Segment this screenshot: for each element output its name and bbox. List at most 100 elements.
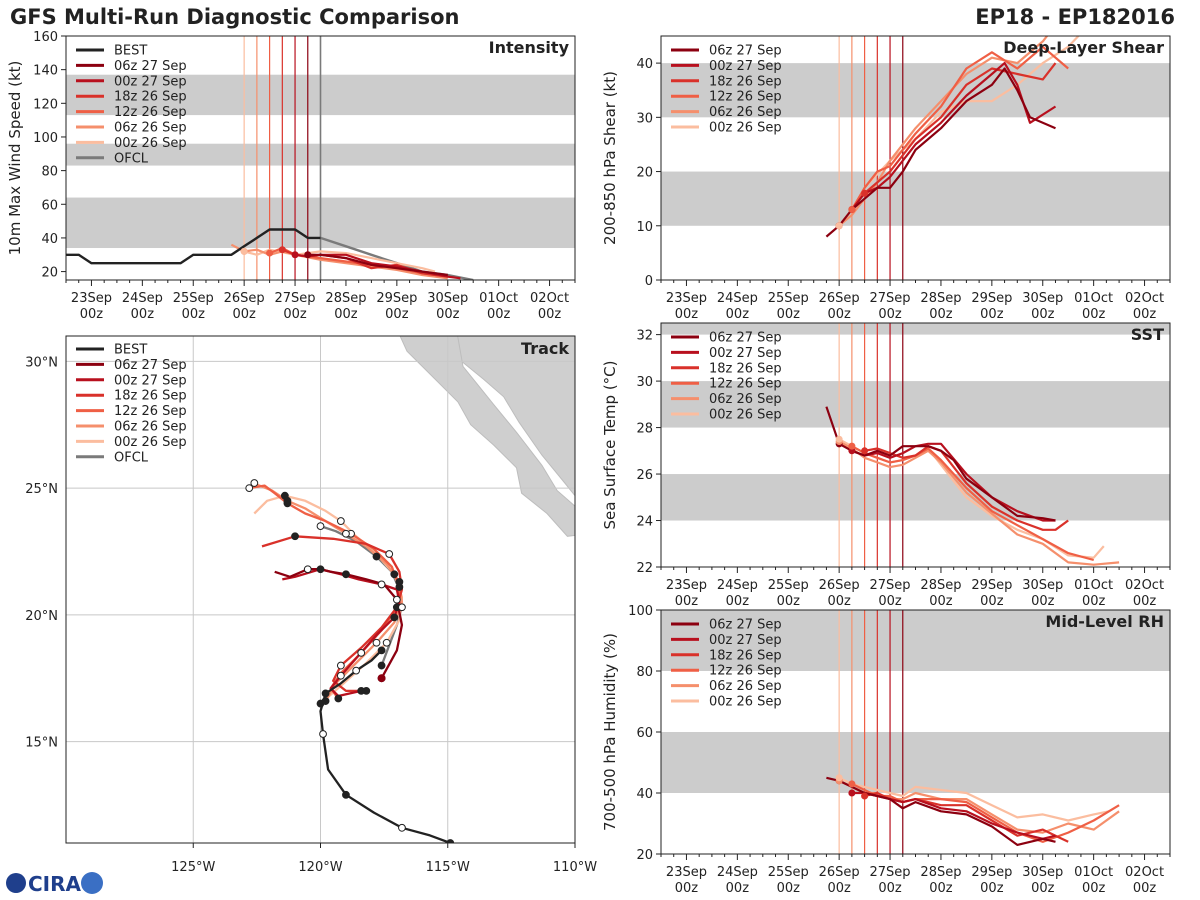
shear-xtick-label-hour: 00z (827, 307, 851, 322)
storm-id: EP18 - EP182016 (975, 5, 1175, 29)
sst-band-1 (661, 381, 1170, 428)
intensity-xtick-label: 29Sep (376, 291, 417, 306)
intensity-xtick-label: 28Sep (325, 291, 366, 306)
sst-xtick-label: 25Sep (768, 578, 809, 593)
figure-title: GFS Multi-Run Diagnostic Comparison (10, 5, 459, 29)
track-marker (336, 671, 345, 680)
rh-title: Mid-Level RH (1045, 612, 1164, 631)
intensity-line-best (66, 228, 321, 265)
rh-xtick-label: 27Sep (870, 865, 911, 880)
shear-xtick-label: 26Sep (819, 291, 860, 306)
sst-ylabel: Sea Surface Temp (°C) (601, 360, 619, 529)
track-line-12z-26-sep (249, 484, 401, 700)
rh-xtick-label: 23Sep (666, 865, 707, 880)
shear-marker (848, 206, 856, 214)
sst-legend-label: 12z 26 Sep (709, 377, 782, 392)
track-marker (385, 550, 394, 558)
track-marker (303, 565, 312, 574)
sst-band-0 (661, 474, 1170, 521)
track-lat-label: 20°N (25, 609, 58, 624)
rh-band-1 (661, 610, 1170, 671)
rh-xtick-label-hour: 00z (777, 881, 801, 896)
cira-logo-emblem-icon (81, 872, 103, 894)
intensity-marker (240, 247, 248, 255)
intensity-xtick-label-hour: 00z (538, 307, 562, 322)
rh-marker (861, 792, 869, 800)
shear-xtick-label-hour: 00z (726, 307, 750, 322)
sst-xtick-label: 01Oct (1074, 578, 1113, 593)
rh-series (826, 774, 1120, 847)
shear-marker (861, 189, 869, 197)
intensity-legend-label: BEST (114, 44, 147, 59)
intensity-legend-label: 06z 26 Sep (114, 121, 187, 136)
intensity-xtick-label-hour: 00z (80, 307, 104, 322)
shear-legend-label: 12z 26 Sep (709, 90, 782, 105)
intensity-xtick-label: 30Sep (427, 291, 468, 306)
rh-ytick-label: 100 (628, 604, 653, 619)
track-legend-label: 00z 26 Sep (114, 435, 187, 450)
shear-ytick-label: 40 (636, 57, 653, 72)
rh-ytick-label: 80 (636, 665, 653, 680)
shear-band-1 (661, 63, 1170, 118)
sst-line-12z-26-sep (851, 445, 1094, 562)
track-legend-label: 06z 27 Sep (114, 358, 187, 373)
shear-line-18z-26-sep (863, 62, 1057, 195)
sst-legend-label: 06z 26 Sep (709, 392, 782, 407)
track-line-00z-26-sep (253, 494, 404, 705)
track-marker (342, 570, 350, 579)
track-marker (316, 565, 325, 574)
baja-california (399, 336, 575, 537)
sst-ytick-label: 32 (636, 329, 653, 344)
intensity-marker (291, 251, 299, 259)
sst-xtick-label-hour: 00z (1133, 594, 1157, 609)
shear-xtick-label: 23Sep (666, 291, 707, 306)
sst-xtick-label-hour: 00z (827, 594, 851, 609)
track-marker (280, 491, 289, 500)
sst-xtick-label: 27Sep (870, 578, 911, 593)
intensity-ytick-label: 60 (41, 198, 58, 213)
shear-xtick-label-hour: 00z (1082, 307, 1106, 322)
sst-line-06z-27-sep (825, 406, 1056, 522)
rh-xtick-label: 25Sep (768, 865, 809, 880)
rh-xtick-label-hour: 00z (675, 881, 699, 896)
track-marker (342, 529, 350, 538)
shear-legend-label: 06z 27 Sep (709, 44, 782, 59)
sst-line-06z-26-sep (838, 440, 1120, 566)
intensity-marker (266, 249, 274, 257)
rh-xtick-label-hour: 00z (878, 881, 902, 896)
track-marker (390, 570, 399, 579)
sst-xtick-label: 29Sep (971, 578, 1012, 593)
shear-xtick-label-hour: 00z (1133, 307, 1157, 322)
track-marker (334, 694, 343, 703)
shear-line-06z-27-sep (825, 67, 1056, 238)
rh-xtick-label-hour: 00z (929, 881, 953, 896)
track-marker (336, 661, 345, 670)
rh-legend-label: 12z 26 Sep (709, 664, 782, 679)
intensity-marker (278, 246, 286, 254)
sst-xtick-label-hour: 00z (777, 594, 801, 609)
rh-line-06z-27-sep (826, 776, 1056, 847)
intensity-xtick-label: 25Sep (173, 291, 214, 306)
rh-xtick-label: 24Sep (717, 865, 758, 880)
rh-legend-label: 18z 26 Sep (709, 648, 782, 663)
intensity-xtick-label: 01Oct (479, 291, 518, 306)
rh-xtick-label-hour: 00z (980, 881, 1004, 896)
sst-series (825, 406, 1120, 566)
track-marker (372, 552, 381, 561)
shear-xtick-label: 01Oct (1074, 291, 1113, 306)
rh-xtick-label-hour: 00z (1082, 881, 1106, 896)
track-marker (377, 646, 386, 655)
rh-xtick-label-hour: 00z (1031, 881, 1055, 896)
shear-legend-label: 00z 26 Sep (709, 121, 782, 136)
intensity-xtick-label-hour: 00z (182, 307, 206, 322)
shear-ytick-label: 30 (636, 111, 653, 126)
intensity-xtick-label: 23Sep (71, 291, 112, 306)
sst-line-00z-27-sep (851, 442, 1056, 522)
intensity-line-06z-27-sep (307, 253, 448, 277)
track-lon-label: 125°W (171, 860, 215, 875)
rh-xtick-label-hour: 00z (1133, 881, 1157, 896)
shear-legend-label: 00z 27 Sep (709, 59, 782, 74)
cira-logo-text: CIRA (28, 872, 82, 896)
track-marker (382, 638, 391, 647)
